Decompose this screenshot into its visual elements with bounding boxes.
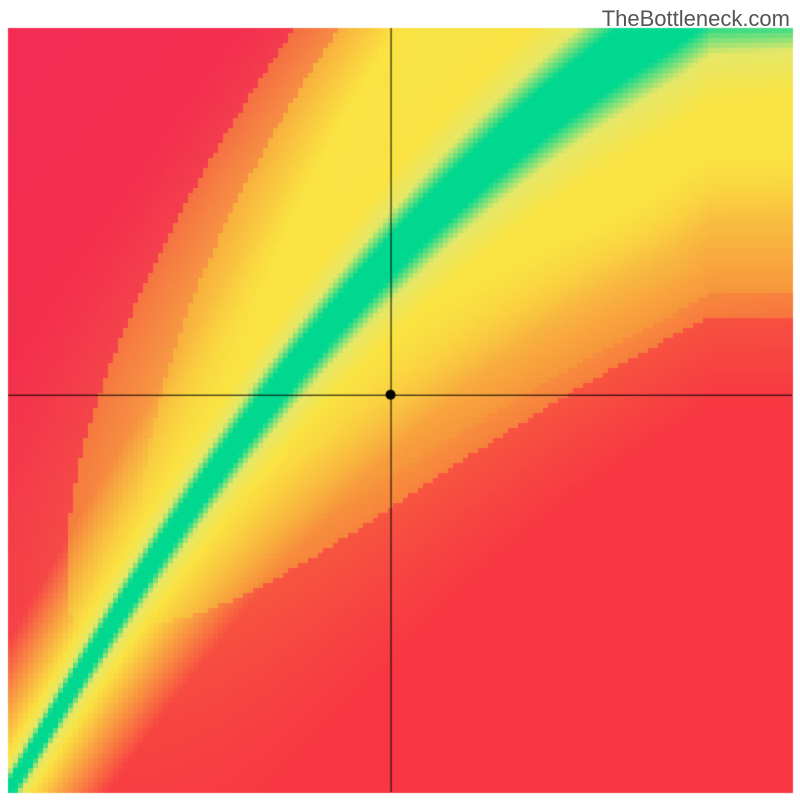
heatmap-canvas bbox=[0, 0, 800, 800]
watermark-label: TheBottleneck.com bbox=[602, 6, 790, 32]
chart-container: TheBottleneck.com bbox=[0, 0, 800, 800]
